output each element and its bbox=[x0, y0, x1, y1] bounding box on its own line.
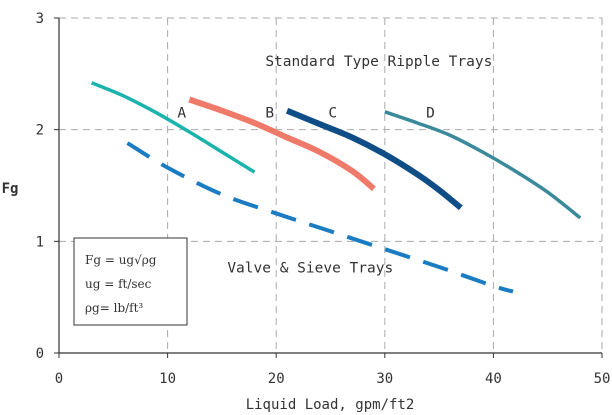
x-tick-label-50: 50 bbox=[594, 371, 611, 387]
series-line-b bbox=[188, 96, 376, 192]
x-tick-label-20: 20 bbox=[268, 371, 285, 387]
series-line-c bbox=[285, 107, 463, 211]
formula-line-3: ρg= lb/ft³ bbox=[85, 301, 143, 315]
y-tick-label-1: 1 bbox=[36, 234, 44, 250]
annotations: Standard Type Ripple Trays A B C D Valve & Si… bbox=[177, 54, 492, 277]
annotation-1: A bbox=[177, 105, 186, 121]
y-tick-label-2: 2 bbox=[36, 123, 44, 139]
annotation-2: B bbox=[265, 105, 274, 121]
series-line-d bbox=[384, 110, 582, 220]
axes bbox=[54, 17, 603, 358]
annotation-5: Valve & Sieve Trays bbox=[227, 261, 393, 277]
series-line-a bbox=[90, 81, 256, 174]
x-tick-label-10: 10 bbox=[159, 371, 176, 387]
annotation-0: Standard Type Ripple Trays bbox=[265, 54, 492, 70]
x-tick-label-40: 40 bbox=[485, 371, 502, 387]
annotation-3: C bbox=[328, 105, 337, 121]
y-tick-label-0: 0 bbox=[36, 346, 44, 362]
annotation-4: D bbox=[426, 105, 435, 121]
x-tick-label-0: 0 bbox=[55, 371, 63, 387]
series-line-dashed bbox=[126, 141, 514, 294]
x-axis-title: Liquid Load, gpm/ft2 bbox=[246, 397, 415, 413]
formula-box: Fg = ug√ρg ug = ft/sec ρg= lb/ft³ bbox=[73, 237, 188, 326]
y-tick-label-3: 3 bbox=[36, 11, 44, 27]
y-axis-title: Fg bbox=[2, 181, 19, 197]
formula-box-frame bbox=[73, 237, 188, 326]
formula-line-1: Fg = ug√ρg bbox=[85, 253, 157, 267]
x-tick-label-30: 30 bbox=[376, 371, 393, 387]
tick-labels: 0 10 20 30 40 50 0 1 2 3 bbox=[36, 11, 611, 387]
series-lines bbox=[90, 81, 582, 294]
formula-line-2: ug = ft/sec bbox=[85, 277, 152, 291]
